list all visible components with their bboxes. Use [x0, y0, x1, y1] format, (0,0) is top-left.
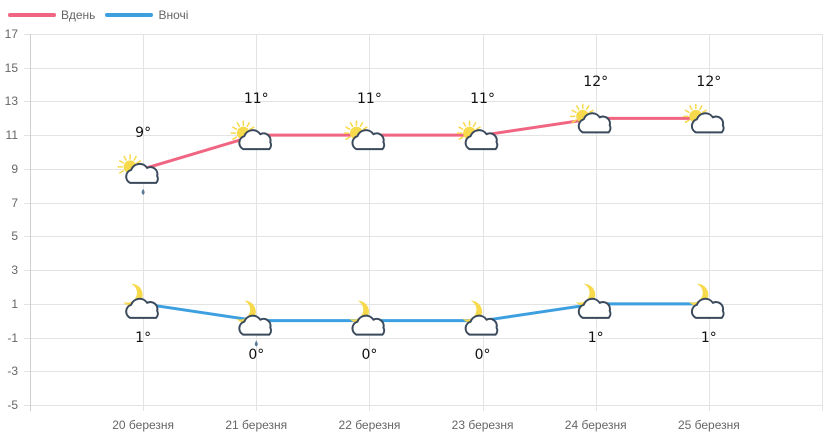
- moon-cloud-icon: [123, 283, 159, 319]
- sun-cloud-icon: [117, 154, 159, 195]
- sun-cloud-icon: [683, 103, 725, 134]
- night-temperature-label: 1°: [587, 329, 604, 346]
- night-temperature-label: 0°: [361, 346, 378, 363]
- x-tick-label: 23 березня: [451, 418, 514, 432]
- moon-cloud-icon: [236, 300, 272, 347]
- x-tick-label: 21 березня: [225, 418, 288, 432]
- night-temperature-label: 0°: [474, 346, 491, 363]
- day-temperature-label: 12°: [696, 74, 722, 91]
- day-temperature-label: 11°: [470, 91, 495, 108]
- y-tick-label: 11: [5, 128, 18, 143]
- legend-item-day[interactable]: Вдень: [8, 8, 95, 22]
- y-tick-label: 17: [4, 27, 18, 41]
- legend-label-day: Вдень: [61, 8, 96, 22]
- chart-lines: [142, 116, 709, 323]
- y-tick-label: 13: [4, 94, 18, 109]
- x-tick-label: 24 березня: [564, 418, 627, 432]
- day-temperature-label: 9°: [135, 124, 152, 141]
- y-tick-label: -1: [7, 330, 18, 345]
- moon-cloud-icon: [462, 300, 499, 336]
- night-temperature-label: 1°: [700, 329, 717, 346]
- y-tick-label: 15: [4, 60, 18, 75]
- y-tick-label: 9: [11, 161, 18, 176]
- night-temperature-line: [142, 302, 709, 323]
- night-temperature-label: 1°: [135, 329, 152, 346]
- x-tick-label: 20 березня: [112, 418, 175, 432]
- day-temperature-label: 11°: [243, 91, 269, 108]
- day-temperature-label: 11°: [357, 91, 382, 108]
- moon-cloud-icon: [688, 283, 725, 319]
- sun-cloud-icon: [456, 120, 499, 151]
- weather-icons: [117, 103, 725, 347]
- night-temperature-label: 0°: [248, 346, 265, 363]
- moon-cloud-icon: [349, 300, 386, 336]
- y-tick-label: -5: [7, 398, 18, 412]
- legend-item-night[interactable]: Вночі: [105, 8, 188, 22]
- chart-grid: [24, 34, 823, 411]
- sun-cloud-icon: [230, 120, 272, 151]
- day-temperature-label: 12°: [583, 74, 609, 91]
- y-tick-label: 3: [11, 263, 18, 278]
- y-tick-label: -3: [7, 364, 18, 379]
- moon-cloud-icon: [575, 283, 612, 319]
- x-tick-label: 22 березня: [338, 418, 401, 432]
- y-tick-label: 7: [11, 195, 18, 210]
- chart-legend: Вдень Вночі: [8, 8, 198, 22]
- y-tick-label: 5: [11, 229, 18, 244]
- legend-swatch-day: [8, 13, 56, 17]
- legend-swatch-night: [105, 13, 154, 17]
- day-temperature-line: [142, 116, 709, 171]
- legend-label-night: Вночі: [158, 8, 189, 22]
- x-tick-label: 25 березня: [677, 418, 740, 432]
- sun-cloud-icon: [343, 120, 386, 151]
- y-tick-label: 1: [11, 296, 18, 311]
- sun-cloud-icon: [569, 103, 612, 134]
